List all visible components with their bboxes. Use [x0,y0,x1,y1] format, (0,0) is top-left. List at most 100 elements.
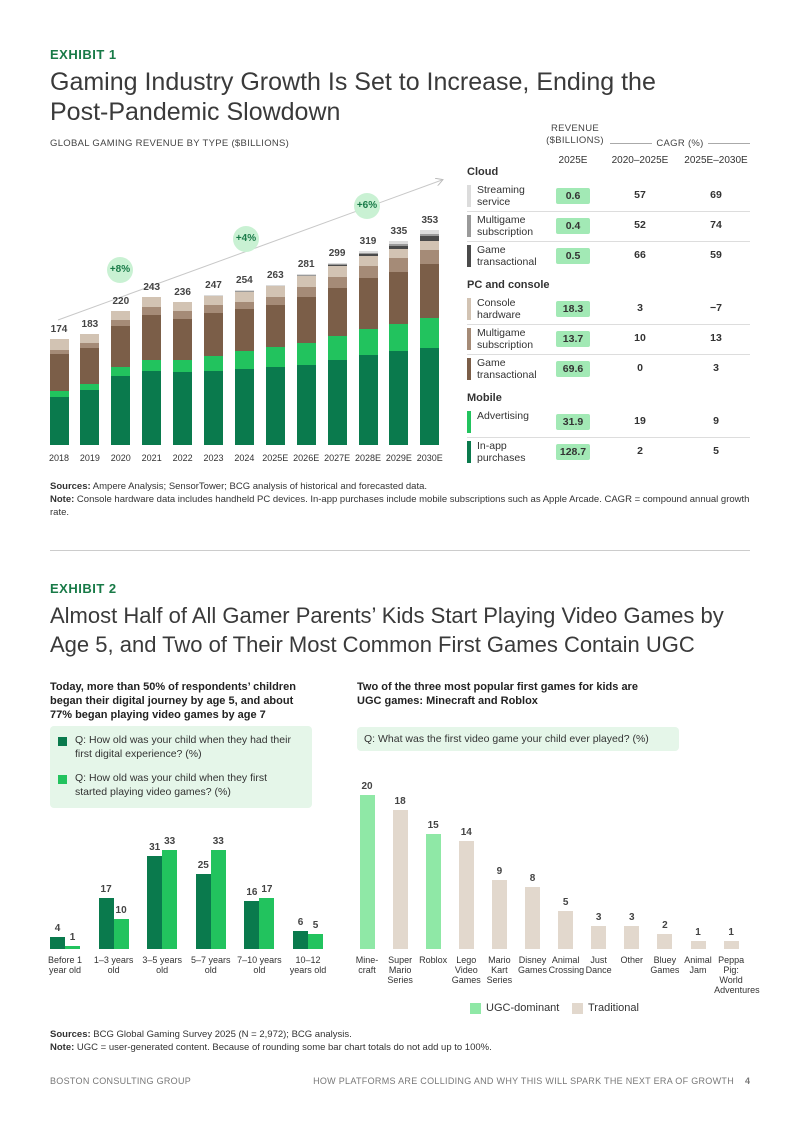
bar-segment [265,347,285,367]
total-label: 353 [421,215,439,227]
bar-segment [204,355,223,371]
bar [491,879,507,949]
sources-label: Sources: [50,1029,91,1040]
bar [113,919,129,949]
swatch [467,298,471,320]
cagr-value: 13 [710,332,722,344]
row-label: In-app purchases [477,440,526,464]
note-label: Note: [50,1042,75,1053]
bar-segment [265,305,285,348]
bar-segment [296,364,316,445]
bar-segment [49,391,69,397]
row-label: Advertising [477,410,529,422]
x-tick-label: 10–12 years old [289,955,327,975]
value-label: 4 [54,923,61,934]
bar-segment [327,277,347,289]
cagr-value: 52 [634,219,646,231]
total-label: 263 [266,269,284,281]
bar-segment [265,366,285,445]
value-label: 5 [312,920,319,931]
bar [657,933,673,949]
cagr-value: 5 [713,445,719,457]
x-tick-label: 2024 [234,453,255,463]
group-label: PC and console [467,279,550,291]
chart-title: Today, more than 50% of respondents’ chi… [50,681,296,721]
bar-segment [358,251,378,253]
row-divider [467,437,750,438]
value-label: 1 [69,932,76,943]
row-divider [467,241,750,242]
row-divider [467,324,750,325]
x-tick-label: 1–3 years old [93,955,134,975]
bar [425,833,441,949]
swatch [467,215,471,237]
total-label: 299 [328,248,346,260]
row-label: Streaming service [477,184,525,208]
cagr-value: 2 [637,445,643,457]
annotation: +4% [233,226,259,252]
x-tick-label: Animal Jam [684,955,712,975]
bar-segment [204,370,223,445]
value-label: 17 [100,884,112,895]
exhibit-title: Gaming Industry Growth Is Set to Increas… [50,68,656,126]
cagr-value: 66 [634,249,646,261]
total-label: 183 [81,318,99,330]
cagr-value: 10 [634,332,646,344]
swatch [467,328,471,350]
x-tick-label: 2022 [172,453,193,463]
bar-segment [327,336,347,360]
row-label: Multigame subscription [477,327,534,351]
x-tick-label: 3–5 years old [142,955,182,975]
value-label: 1 [728,927,734,939]
bar [558,910,574,949]
x-tick-label: Before 1 year old [47,955,83,975]
bar [210,850,226,949]
cagr-value: 3 [713,362,719,374]
bar [98,898,114,949]
bar-segment [173,372,193,445]
legend-swatch [470,1003,481,1014]
value-label: 10 [115,905,127,916]
value-label: 17 [261,884,273,895]
total-label: 174 [50,324,68,336]
bar-segment [420,230,440,235]
bar-segment [204,313,223,356]
bar-segment [80,347,100,384]
x-tick-label: 2021 [141,453,162,463]
bar-segment [327,265,347,267]
total-label: 220 [112,296,130,308]
bar-segment [296,286,316,297]
total-label: 236 [174,286,191,298]
bar-segment [234,301,254,310]
value-label: 16 [246,887,258,898]
question: Q: What was the first video game your ch… [357,727,679,751]
value-label: 8 [529,873,536,885]
legend-box: Q: How old was your child when they had … [50,726,312,808]
bar-segment [420,317,440,348]
legend-label: Traditional [588,1002,639,1014]
bar [308,934,323,949]
cagr-value: 57 [634,189,646,201]
bar-segment [173,360,193,373]
sources-text: Ampere Analysis; SensorTower; BCG analys… [92,481,428,492]
revenue-value: 0.5 [556,248,590,264]
column-header: 2025E–2030E [684,155,748,166]
value-label: 31 [149,842,161,853]
exhibit-label: EXHIBIT 2 [50,581,117,596]
x-tick-label: Mario Kart Series [486,955,513,985]
bar-segment [327,359,347,445]
value-label: 2 [662,919,668,931]
bar-segment [296,274,316,275]
bar-segment [111,375,131,445]
bar-segment [111,326,131,367]
bar-segment [204,295,223,306]
bar-segment [420,240,440,250]
table-header: CAGR (%) [656,138,704,149]
bar-segment [204,305,223,314]
bar-segment [234,309,254,352]
bar-segment [327,266,347,278]
value-label: 9 [496,865,503,877]
x-tick-label: Mine-craft [355,955,379,975]
bar-segment [234,291,254,302]
x-tick-label: Super Mario Series [387,955,413,985]
